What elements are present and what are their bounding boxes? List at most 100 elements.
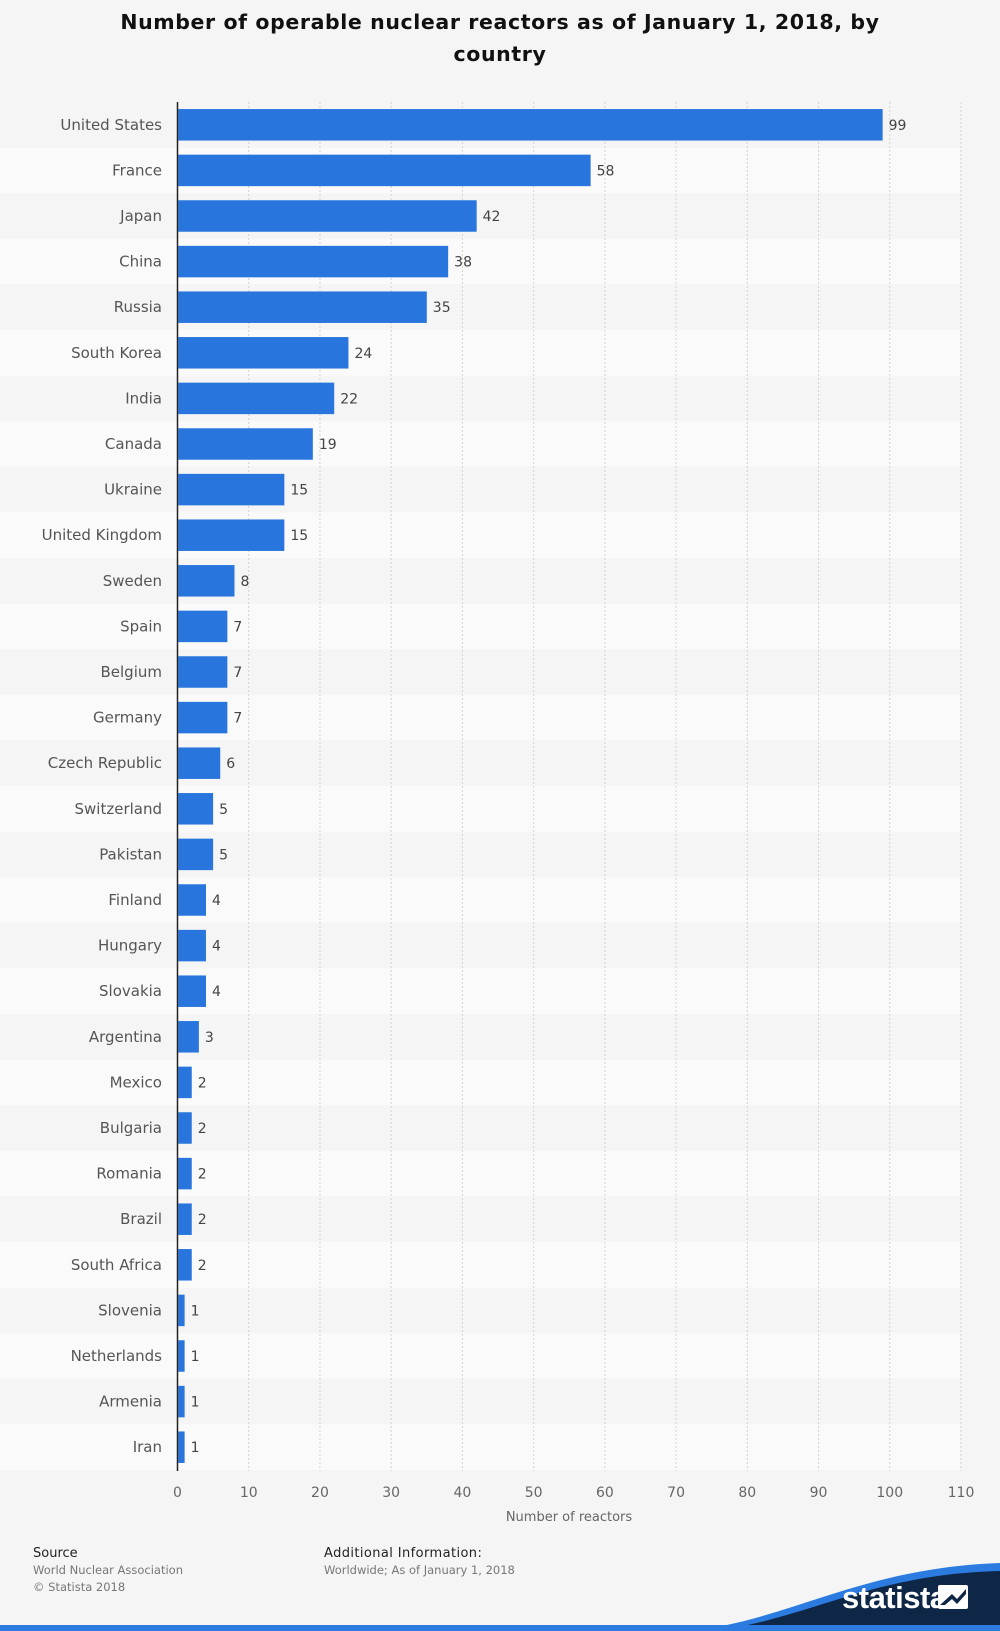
bar-value-label: 4 bbox=[212, 939, 221, 955]
source-heading: Source bbox=[33, 1546, 78, 1561]
bar-chart: 9958423835242219151587776554443222221111… bbox=[0, 102, 975, 1525]
row-stripe bbox=[0, 603, 960, 650]
bar-value-label: 22 bbox=[340, 391, 358, 407]
gridlines bbox=[248, 102, 962, 1471]
bar[interactable] bbox=[178, 701, 228, 734]
bar-value-label: 8 bbox=[240, 574, 249, 590]
bar-value-label: 35 bbox=[433, 300, 451, 316]
bar[interactable] bbox=[178, 1340, 185, 1372]
bar-value-label: 2 bbox=[198, 1075, 207, 1091]
bar-value-label: 3 bbox=[205, 1030, 214, 1046]
row-stripe bbox=[0, 1333, 960, 1379]
bar-value-label: 5 bbox=[219, 802, 228, 818]
bar[interactable] bbox=[178, 428, 313, 460]
bar[interactable] bbox=[178, 838, 214, 871]
category-label: Romania bbox=[96, 1165, 162, 1183]
bar-value-label: 99 bbox=[889, 118, 907, 134]
bar-value-label: 15 bbox=[290, 483, 308, 499]
bar[interactable] bbox=[178, 1294, 185, 1327]
row-stripe bbox=[0, 831, 960, 878]
bar-value-label: 7 bbox=[233, 619, 242, 635]
copyright: © Statista 2018 bbox=[33, 1580, 126, 1594]
bar[interactable] bbox=[178, 610, 228, 643]
row-stripe bbox=[0, 1424, 960, 1470]
bar[interactable] bbox=[178, 1431, 185, 1463]
row-stripe bbox=[0, 284, 960, 330]
category-label: Pakistan bbox=[99, 845, 162, 863]
row-stripe bbox=[0, 238, 960, 285]
category-labels: United States France Japan China Russia South… bbox=[42, 116, 163, 1456]
bar-value-label: 15 bbox=[290, 528, 308, 544]
bar[interactable] bbox=[178, 1249, 192, 1281]
bar-value-label: 1 bbox=[191, 1349, 200, 1365]
row-stripe bbox=[0, 694, 960, 741]
bar[interactable] bbox=[178, 519, 285, 551]
category-label: Belgium bbox=[101, 663, 163, 681]
bar[interactable] bbox=[178, 291, 427, 323]
bar[interactable] bbox=[178, 793, 214, 825]
row-stripe bbox=[0, 330, 960, 376]
row-stripe bbox=[0, 1150, 960, 1197]
bar[interactable] bbox=[178, 975, 206, 1007]
bottom-accent-line bbox=[0, 1625, 1000, 1631]
bar-value-label: 38 bbox=[454, 255, 472, 271]
row-stripe bbox=[0, 649, 960, 695]
bar-value-label: 2 bbox=[198, 1212, 207, 1228]
bar[interactable] bbox=[178, 884, 206, 916]
bar[interactable] bbox=[178, 929, 206, 962]
bar[interactable] bbox=[178, 200, 477, 232]
row-stripe bbox=[0, 512, 960, 558]
bar[interactable] bbox=[178, 1112, 192, 1144]
bar-value-label: 4 bbox=[212, 893, 221, 909]
category-label: Czech Republic bbox=[48, 754, 162, 772]
bar-value-label: 6 bbox=[226, 756, 235, 772]
x-axis-label: Number of reactors bbox=[506, 1510, 633, 1525]
category-label: South Korea bbox=[71, 344, 162, 362]
row-stripe bbox=[0, 1287, 960, 1334]
x-tick-label: 10 bbox=[240, 1485, 258, 1501]
row-stripe bbox=[0, 558, 960, 604]
row-stripe bbox=[0, 877, 960, 923]
bar[interactable] bbox=[178, 1066, 192, 1099]
category-label: India bbox=[125, 389, 162, 407]
x-tick-labels: 0 10 20 30 40 50 60 70 80 90 100 110 bbox=[173, 1485, 974, 1501]
bar[interactable] bbox=[178, 109, 883, 141]
category-label: Brazil bbox=[120, 1210, 162, 1228]
category-label: Mexico bbox=[110, 1073, 162, 1091]
bar[interactable] bbox=[178, 382, 335, 415]
row-stripe bbox=[0, 466, 960, 513]
chart-title: Number of operable nuclear reactors as o… bbox=[120, 10, 880, 66]
additional-info-text: Worldwide; As of January 1, 2018 bbox=[324, 1563, 515, 1577]
category-label: Sweden bbox=[103, 572, 162, 590]
bar[interactable] bbox=[178, 747, 221, 779]
x-tick-label: 100 bbox=[876, 1485, 903, 1501]
category-label: Russia bbox=[114, 298, 162, 316]
bar[interactable] bbox=[178, 1157, 192, 1190]
category-label: Ukraine bbox=[104, 481, 162, 499]
row-stripe bbox=[0, 193, 960, 239]
category-label: Japan bbox=[119, 207, 162, 225]
bar[interactable] bbox=[178, 1203, 192, 1235]
bar-value-label: 19 bbox=[319, 437, 337, 453]
category-label: Argentina bbox=[89, 1028, 162, 1046]
bar-value-label: 7 bbox=[233, 711, 242, 727]
bar[interactable] bbox=[178, 656, 228, 688]
bar[interactable] bbox=[178, 1021, 199, 1053]
category-label: Switzerland bbox=[75, 800, 163, 818]
bar[interactable] bbox=[178, 473, 285, 506]
category-label: Netherlands bbox=[71, 1347, 163, 1365]
row-stripe bbox=[0, 786, 960, 832]
category-label: Germany bbox=[93, 709, 162, 727]
category-label: United Kingdom bbox=[42, 526, 162, 544]
bar[interactable] bbox=[178, 565, 235, 597]
row-stripe bbox=[0, 1059, 960, 1106]
bar-value-label: 1 bbox=[191, 1395, 200, 1411]
category-label: Slovenia bbox=[98, 1301, 162, 1319]
bar[interactable] bbox=[178, 154, 591, 187]
bar[interactable] bbox=[178, 1385, 185, 1418]
x-tick-label: 60 bbox=[596, 1485, 614, 1501]
bar[interactable] bbox=[178, 245, 449, 278]
statista-logo-text[interactable]: statista bbox=[842, 1580, 947, 1615]
bar[interactable] bbox=[178, 337, 349, 369]
x-tick-label: 80 bbox=[738, 1485, 756, 1501]
